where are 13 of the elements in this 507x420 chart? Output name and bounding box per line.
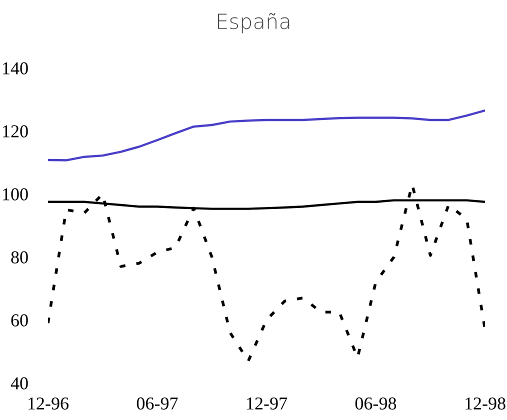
line-series bbox=[48, 109, 485, 162]
x-tick-label: 12-97 bbox=[247, 397, 288, 410]
x-tick-label: 12-96 bbox=[28, 397, 69, 410]
y-tick-label: 80 bbox=[11, 251, 28, 264]
y-tick-label: 60 bbox=[11, 314, 28, 326]
x-tick-label: 06-98 bbox=[355, 397, 396, 410]
x-tick-label: 06-97 bbox=[136, 397, 178, 410]
y-tick-label: 120 bbox=[3, 125, 28, 138]
y-tick-label: 140 bbox=[3, 62, 28, 74]
x-tick-label: 12-98 bbox=[466, 397, 506, 410]
chart-title: España bbox=[218, 12, 290, 34]
y-tick-label: 100 bbox=[3, 188, 28, 200]
y-tick-label: 40 bbox=[10, 377, 28, 390]
